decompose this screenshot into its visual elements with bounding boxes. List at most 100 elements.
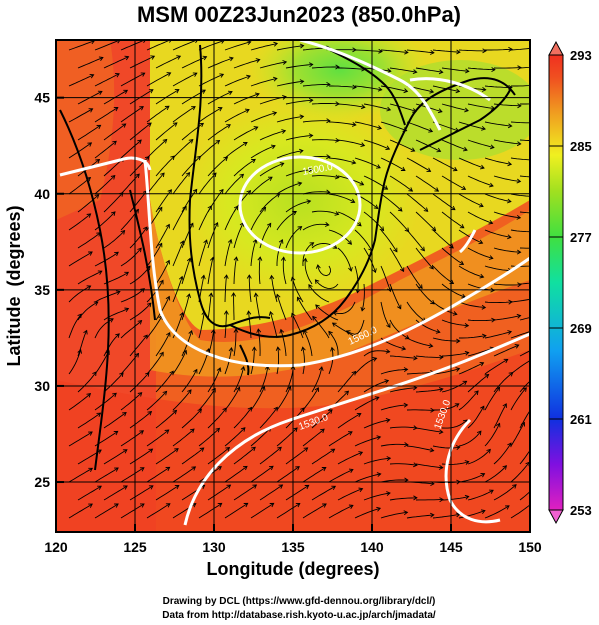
streamline-arrow [165, 503, 171, 508]
streamline [207, 293, 212, 321]
streamline-arrow [480, 509, 486, 514]
streamline [120, 40, 146, 51]
streamline-arrow [269, 502, 275, 508]
streamline [224, 503, 248, 519]
streamline-arrow [385, 417, 391, 423]
streamline [198, 107, 223, 123]
streamline [519, 247, 530, 249]
streamline-arrow [293, 427, 298, 433]
streamline [467, 406, 485, 429]
streamline-arrow [157, 206, 163, 212]
streamline-arrow [376, 506, 382, 512]
streamline [224, 466, 248, 483]
streamline [181, 408, 202, 429]
streamline [285, 200, 311, 213]
streamline [311, 139, 339, 142]
streamline-arrow [378, 48, 383, 54]
streamline-arrow [412, 69, 418, 75]
streamline [510, 298, 530, 303]
streamline [328, 229, 352, 245]
streamline [181, 369, 198, 393]
streamline-arrow [517, 103, 522, 109]
streamline-arrow [279, 162, 285, 167]
streamline-arrow [251, 346, 257, 351]
streamline-arrow [479, 361, 485, 367]
streamline-arrow [376, 435, 382, 441]
streamline-arrow [199, 122, 205, 128]
streamline [458, 390, 479, 411]
streamline-arrow [423, 207, 429, 212]
streamline [129, 190, 148, 213]
streamline [68, 349, 82, 375]
streamline [302, 387, 319, 411]
streamline [467, 247, 493, 259]
streamline-arrow [201, 89, 206, 94]
streamline [302, 120, 330, 123]
streamline-arrow [137, 247, 142, 253]
streamline [328, 193, 355, 203]
streamline [467, 67, 495, 71]
streamline [181, 447, 204, 465]
streamline [406, 337, 433, 347]
streamline [510, 193, 530, 197]
streamline-arrow [137, 320, 143, 325]
streamline [484, 121, 512, 127]
streamline [441, 380, 467, 393]
streamline [493, 344, 519, 357]
streamline [233, 222, 244, 249]
streamline [328, 121, 356, 126]
streamline [224, 173, 244, 195]
streamline [363, 139, 390, 150]
streamline [346, 319, 365, 335]
streamline [233, 484, 257, 501]
streamline-arrow [478, 239, 484, 245]
streamline-arrow [374, 396, 380, 401]
streamline-arrow [534, 230, 538, 234]
streamline-arrow [330, 346, 335, 352]
streamline-arrow [243, 141, 248, 147]
streamline-arrow [135, 173, 140, 179]
streamline [94, 40, 121, 51]
streamline [259, 61, 287, 69]
streamline [337, 103, 365, 108]
streamline-arrow [215, 139, 221, 145]
streamline-arrow [191, 106, 196, 111]
streamline [441, 496, 469, 501]
streamline-arrow [246, 74, 251, 80]
streamline-arrow [326, 118, 331, 124]
streamline-arrow [164, 105, 170, 111]
streamline [276, 115, 304, 123]
streamline-arrow [88, 108, 94, 113]
streamline [120, 247, 142, 267]
streamline-arrow [385, 348, 391, 354]
streamline [433, 403, 460, 411]
streamline-arrow [439, 354, 444, 360]
streamline-arrow [165, 259, 171, 265]
streamline [484, 387, 500, 411]
streamline-arrow [516, 141, 522, 147]
streamline-arrow [278, 484, 284, 489]
streamline [172, 206, 187, 231]
streamline-arrow [544, 175, 548, 179]
streamline-arrow [275, 293, 281, 299]
streamline [172, 72, 198, 87]
streamline-arrow [92, 371, 97, 377]
streamline [94, 392, 117, 411]
streamline-arrow [205, 348, 211, 353]
streamline [68, 431, 93, 447]
streamline [441, 352, 469, 357]
streamline [380, 157, 406, 171]
streamline [250, 207, 266, 231]
streamline [77, 194, 100, 213]
streamline [510, 121, 530, 124]
streamline-arrow [86, 213, 92, 218]
streamline-arrow [522, 387, 527, 392]
streamline-arrow [326, 82, 331, 87]
streamline [311, 66, 339, 69]
streamline [68, 467, 93, 483]
streamline [415, 388, 443, 393]
streamline-arrow [83, 329, 88, 335]
colorbar-tick-label: 261 [570, 412, 592, 427]
streamline-arrow [188, 139, 194, 144]
credit-dcl: Drawing by DCL (https://www.gfd-dennou.o… [163, 596, 436, 607]
